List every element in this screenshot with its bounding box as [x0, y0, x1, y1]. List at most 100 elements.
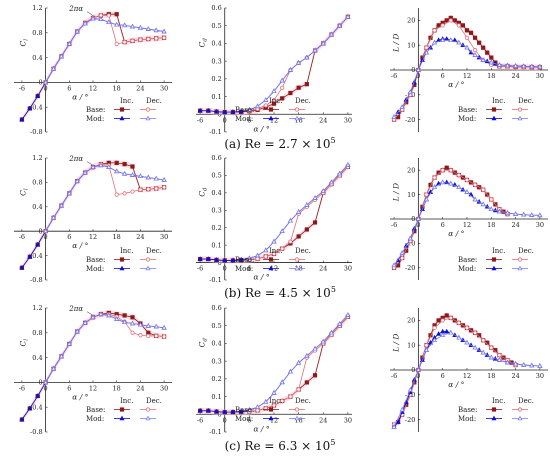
- x-tick-label: 30: [536, 72, 544, 80]
- data-point: [448, 329, 454, 335]
- legend-marker: [268, 265, 274, 271]
- data-point: [246, 106, 252, 112]
- x-tick-label: 6: [67, 384, 71, 392]
- x-tick-label: 18: [113, 84, 121, 92]
- y-tick-label: 0.8: [32, 29, 42, 37]
- legend: Inc. Dec. Base:Mod:: [235, 397, 311, 423]
- x-tick-label: 18: [294, 116, 302, 124]
- data-point: [255, 256, 260, 261]
- data-point: [432, 28, 437, 33]
- data-point: [432, 175, 437, 180]
- data-point: [287, 368, 293, 374]
- y-tick-label: 0: [38, 379, 42, 387]
- legend-marker: [517, 415, 523, 421]
- data-point: [424, 343, 429, 348]
- data-point: [464, 44, 470, 50]
- data-point: [423, 196, 430, 202]
- x-tick-label: 0: [416, 372, 420, 380]
- series-1: [43, 162, 167, 234]
- data-point: [130, 164, 135, 169]
- data-point: [154, 333, 159, 338]
- x-tick-label: 12: [89, 233, 97, 241]
- data-point: [98, 162, 104, 168]
- x-tick-label: -6: [197, 265, 203, 273]
- data-point: [287, 217, 293, 223]
- x-tick-label: 24: [319, 116, 327, 124]
- data-point: [424, 192, 429, 197]
- legend-dec: Dec.: [518, 97, 534, 105]
- data-point: [448, 168, 453, 173]
- legend-marker: [119, 257, 125, 262]
- x-tick-label: -6: [391, 372, 397, 380]
- data-point: [436, 23, 441, 28]
- data-point: [529, 212, 535, 217]
- y-tick-label: 0: [411, 366, 415, 374]
- data-point: [82, 320, 88, 325]
- y-axis-label: Cd: [198, 187, 209, 197]
- data-point: [145, 174, 151, 180]
- data-point: [477, 40, 482, 45]
- data-point: [205, 407, 211, 413]
- series-line: [21, 164, 165, 269]
- data-point: [456, 184, 462, 190]
- data-point: [122, 39, 127, 45]
- data-point: [138, 187, 143, 192]
- uncertainty-band: [21, 11, 165, 123]
- x-tick-label: 30: [160, 84, 168, 92]
- data-point: [304, 380, 309, 385]
- legend: Inc. Dec. Base:Mod:: [235, 247, 311, 273]
- data-point: [529, 362, 535, 368]
- legend-marker: [145, 415, 151, 421]
- series-3: [391, 179, 543, 268]
- data-point: [304, 54, 310, 60]
- data-point: [280, 96, 285, 101]
- y-tick-label: 0.2: [211, 224, 221, 232]
- data-point: [114, 21, 120, 27]
- legend-marker: [491, 115, 497, 121]
- data-point: [504, 359, 511, 365]
- series-line: [45, 163, 165, 232]
- data-point: [58, 353, 64, 359]
- y-axis-label: L / D: [391, 183, 400, 202]
- x-axis-label: α / °: [72, 392, 88, 401]
- y-axis-label: Cd: [198, 38, 209, 48]
- x-tick-label: 12: [463, 221, 471, 229]
- data-point: [129, 172, 136, 177]
- data-point: [90, 164, 96, 169]
- y-tick-label: -20: [405, 416, 415, 424]
- y-tick-label: 0.8: [32, 329, 42, 337]
- data-point: [288, 394, 293, 399]
- data-point: [345, 312, 351, 317]
- data-point: [337, 22, 343, 28]
- x-tick-label: 0: [223, 416, 227, 424]
- x-tick-label: 30: [344, 116, 352, 124]
- y-tick-label: 0: [38, 79, 42, 87]
- x-tick-label: 0: [223, 265, 227, 273]
- data-point: [496, 208, 502, 214]
- legend-marker: [119, 265, 125, 271]
- legend-inc: Inc.: [120, 247, 133, 255]
- annotation-2pi-alpha: 2πα: [68, 155, 83, 163]
- annotation-2pi-alpha: 2πα: [68, 305, 83, 313]
- data-point: [400, 255, 405, 261]
- x-tick-label: 12: [270, 116, 278, 124]
- legend-marker: [268, 115, 274, 121]
- legend-mod: Mod:: [458, 415, 476, 423]
- legend-marker: [294, 265, 300, 271]
- data-point: [407, 386, 413, 392]
- x-tick-label: 18: [487, 72, 495, 80]
- x-tick-label: -6: [197, 116, 203, 124]
- data-point: [122, 170, 128, 176]
- y-tick-label: 10: [407, 341, 415, 349]
- data-point: [304, 202, 310, 207]
- data-point: [255, 408, 260, 413]
- legend-mod: Mod:: [235, 265, 253, 273]
- data-point: [529, 63, 535, 69]
- x-tick-label: 18: [294, 416, 302, 424]
- data-point: [238, 108, 244, 114]
- data-point: [472, 182, 478, 187]
- data-point: [222, 409, 228, 414]
- data-point: [280, 85, 285, 90]
